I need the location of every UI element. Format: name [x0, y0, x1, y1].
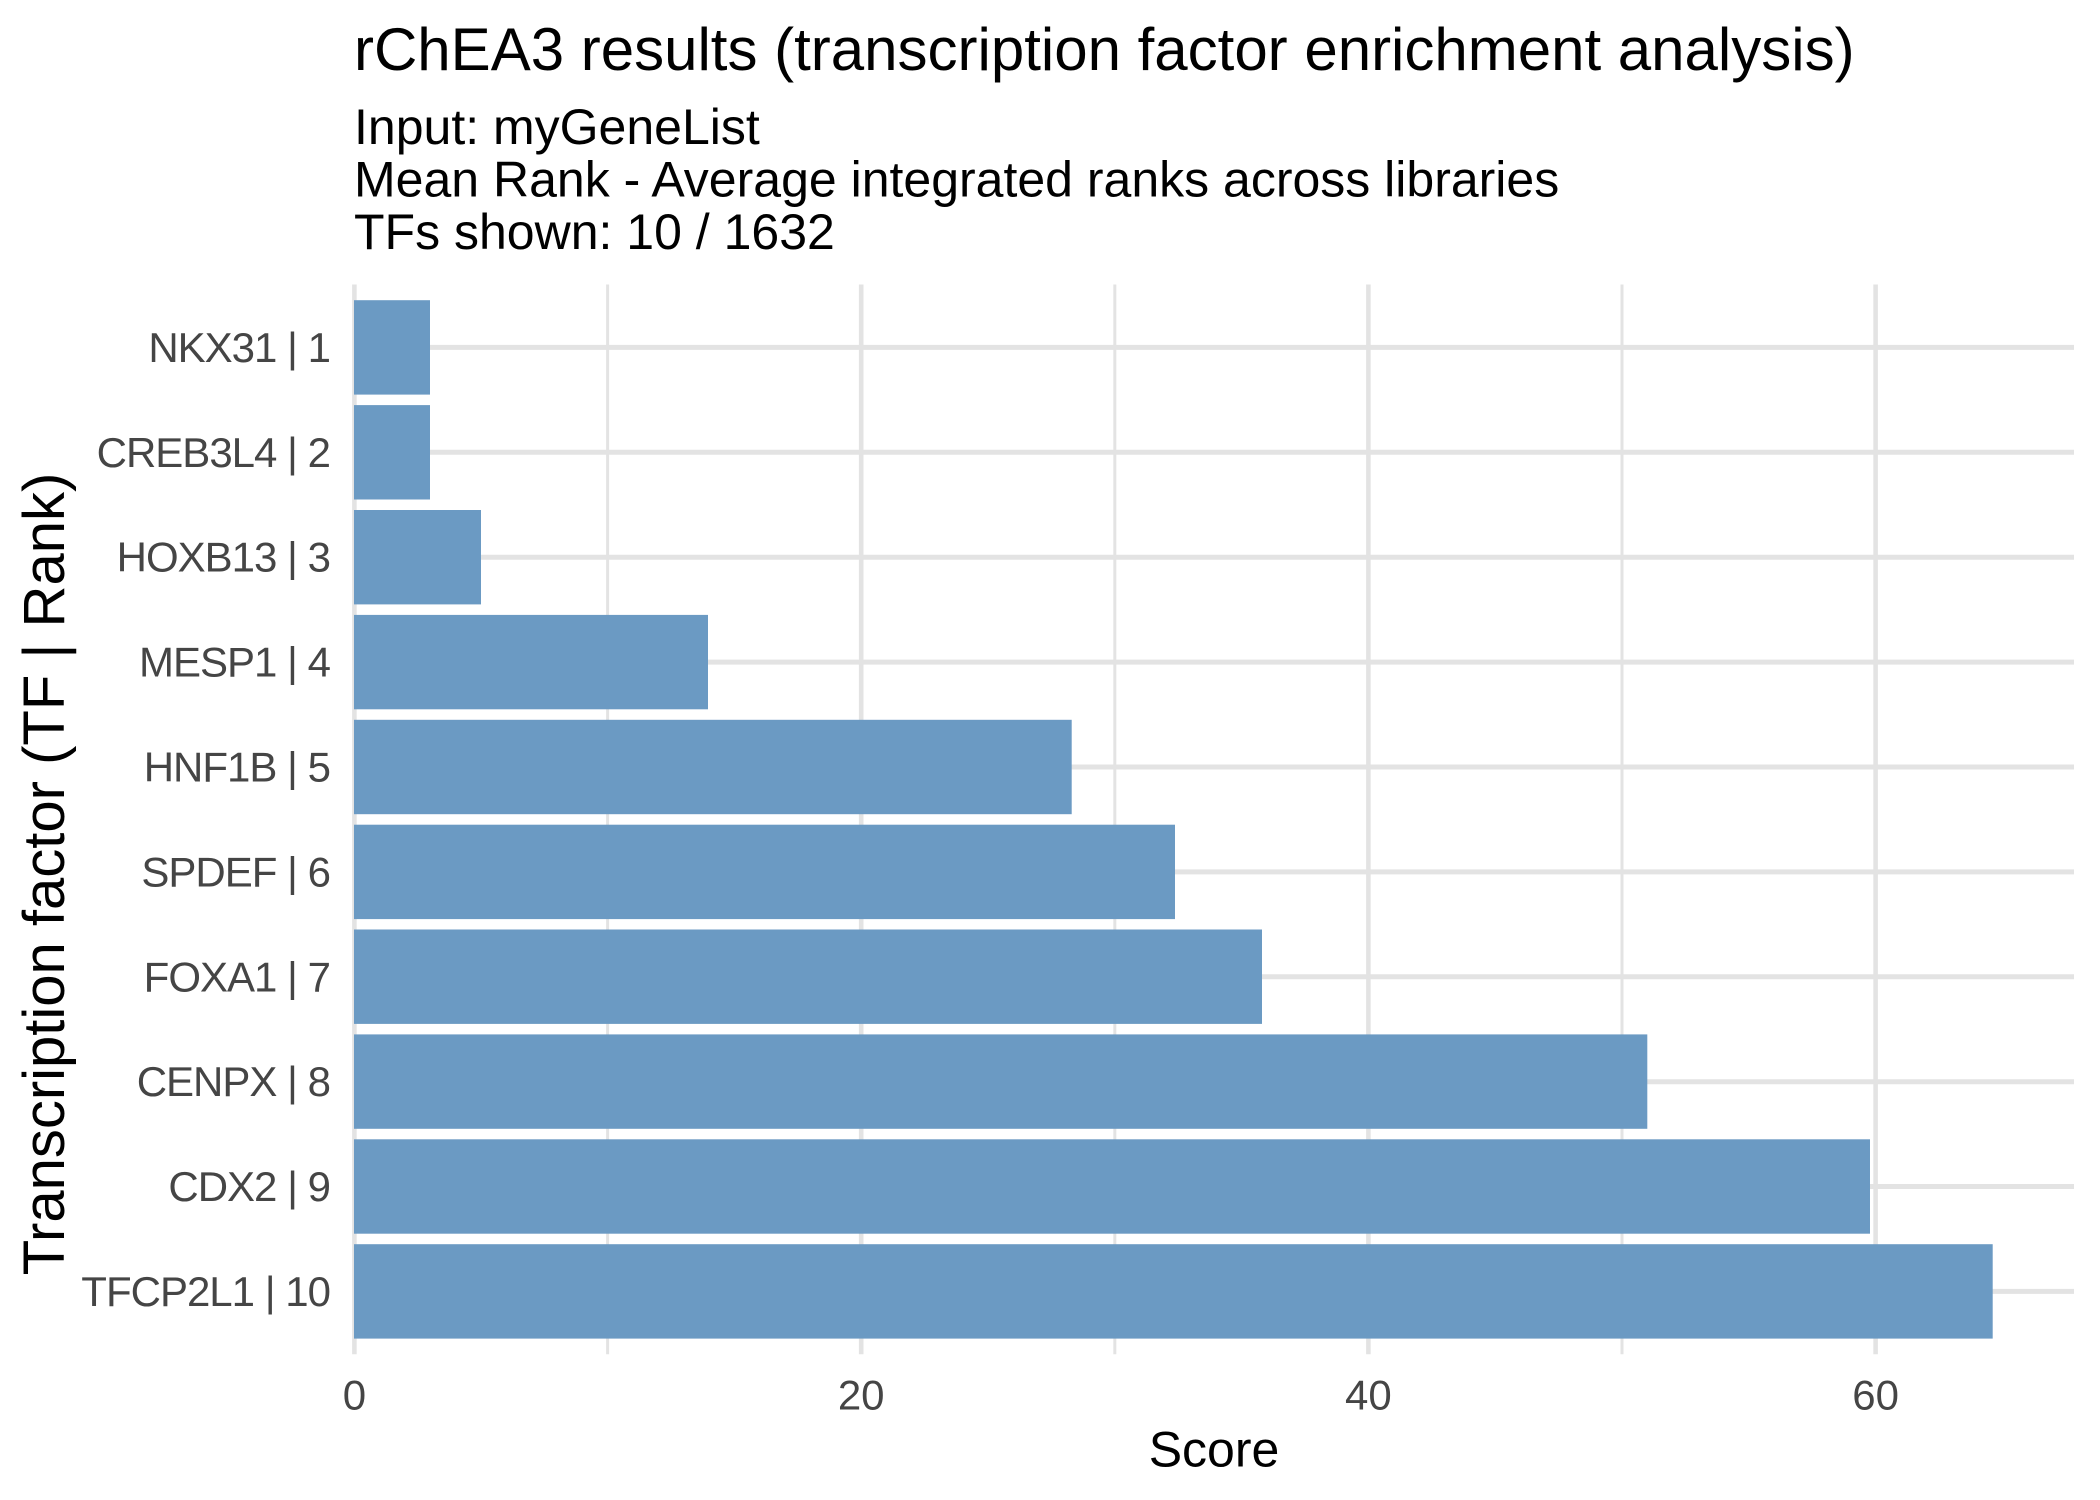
svg-text:60: 60 — [1852, 1372, 1899, 1419]
svg-text:rChEA3 results (transcription: rChEA3 results (transcription factor enr… — [354, 16, 1855, 83]
svg-text:CREB3L4 | 2: CREB3L4 | 2 — [97, 429, 330, 476]
svg-text:MESP1 | 4: MESP1 | 4 — [139, 639, 331, 686]
svg-text:20: 20 — [838, 1372, 885, 1419]
svg-text:HOXB13 | 3: HOXB13 | 3 — [117, 534, 330, 581]
svg-text:CENPX | 8: CENPX | 8 — [137, 1058, 330, 1105]
svg-text:40: 40 — [1345, 1372, 1392, 1419]
svg-text:NKX31 | 1: NKX31 | 1 — [148, 324, 330, 371]
svg-text:Score: Score — [1149, 1422, 1280, 1478]
svg-text:TFs shown: 10 / 1632: TFs shown: 10 / 1632 — [354, 204, 835, 260]
svg-text:HNF1B | 5: HNF1B | 5 — [144, 744, 330, 791]
svg-text:FOXA1 | 7: FOXA1 | 7 — [144, 953, 330, 1000]
svg-text:0: 0 — [343, 1372, 366, 1419]
svg-text:Mean Rank - Average integrated: Mean Rank - Average integrated ranks acr… — [354, 152, 1559, 208]
svg-text:SPDEF | 6: SPDEF | 6 — [141, 848, 330, 895]
svg-text:CDX2 | 9: CDX2 | 9 — [168, 1163, 330, 1210]
svg-text:TFCP2L1 | 10: TFCP2L1 | 10 — [81, 1268, 330, 1315]
svg-text:Transcription factor (TF | Ran: Transcription factor (TF | Rank) — [12, 473, 77, 1276]
svg-text:Input: myGeneList: Input: myGeneList — [354, 99, 760, 155]
